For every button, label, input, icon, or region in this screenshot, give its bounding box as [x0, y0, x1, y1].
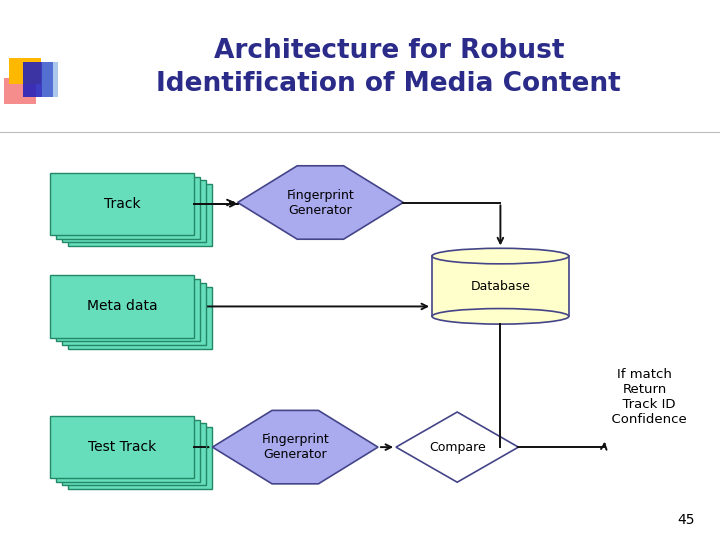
Bar — [68, 287, 212, 349]
Bar — [62, 423, 206, 485]
Text: Test Track: Test Track — [89, 440, 156, 454]
Ellipse shape — [432, 308, 569, 324]
Bar — [23, 62, 53, 97]
Text: 45: 45 — [678, 512, 695, 526]
Text: Fingerprint
Generator: Fingerprint Generator — [261, 433, 329, 461]
Text: If match
Return
  Track ID
  Confidence: If match Return Track ID Confidence — [603, 368, 686, 426]
Ellipse shape — [432, 248, 569, 264]
Bar — [68, 427, 212, 489]
Text: Track: Track — [104, 197, 140, 211]
Text: Compare: Compare — [429, 441, 485, 454]
Polygon shape — [238, 166, 403, 239]
Text: Database: Database — [470, 280, 531, 293]
Bar — [68, 184, 212, 246]
Polygon shape — [212, 410, 378, 484]
Bar — [50, 275, 194, 338]
Polygon shape — [396, 412, 518, 482]
Text: Meta data: Meta data — [87, 300, 158, 313]
Bar — [56, 420, 200, 482]
Bar — [432, 256, 569, 316]
Bar — [56, 279, 200, 341]
Bar — [56, 177, 200, 239]
Bar — [9, 58, 41, 84]
Bar — [42, 62, 58, 97]
Bar — [50, 416, 194, 478]
Text: Fingerprint
Generator: Fingerprint Generator — [287, 188, 354, 217]
Bar — [62, 180, 206, 242]
Text: Architecture for Robust
Identification of Media Content: Architecture for Robust Identification o… — [156, 38, 621, 97]
Bar — [4, 78, 36, 104]
Bar — [62, 283, 206, 345]
Bar — [50, 173, 194, 235]
